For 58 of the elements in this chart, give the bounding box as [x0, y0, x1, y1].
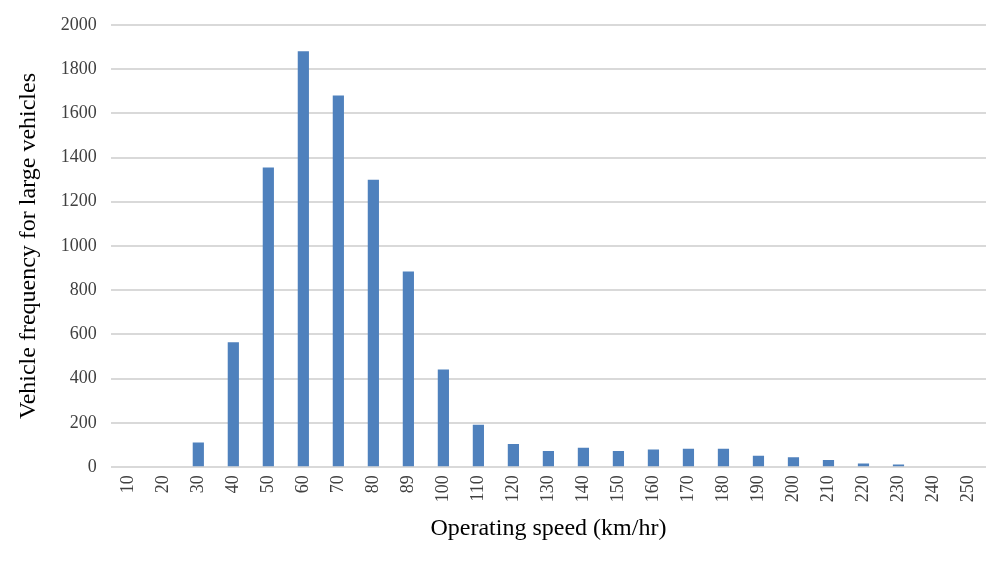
y-tick-label: 600 — [69, 323, 97, 344]
x-tick-label: 220 — [852, 475, 873, 503]
bar — [787, 457, 800, 467]
x-tick-label: 130 — [537, 475, 558, 503]
bar — [262, 167, 274, 467]
x-tick-label: 230 — [887, 475, 908, 503]
x-tick-label: 190 — [747, 475, 768, 503]
y-axis-title: Vehicle frequency for large vehicles — [13, 72, 40, 420]
x-tick-label: 40 — [222, 475, 243, 494]
bar — [332, 95, 344, 467]
bar — [472, 424, 484, 467]
x-tick-label: 250 — [957, 475, 978, 503]
y-tick-label: 2000 — [60, 13, 97, 34]
bar — [717, 448, 730, 467]
y-tick-label: 1600 — [60, 102, 97, 123]
x-tick-label: 30 — [187, 475, 208, 494]
bar — [752, 455, 765, 467]
x-tick-label: 200 — [782, 475, 803, 503]
x-tick-label: 150 — [607, 475, 628, 503]
y-tick-label: 200 — [69, 411, 97, 432]
bar — [402, 271, 414, 467]
y-tick-label: 800 — [69, 278, 97, 299]
bar — [822, 459, 835, 467]
y-tick-label: 1200 — [60, 190, 97, 211]
y-tick-label: 1000 — [60, 234, 97, 255]
x-tick-label: 240 — [922, 475, 943, 503]
y-tick-label: 0 — [87, 455, 97, 476]
bar — [577, 447, 590, 467]
x-tick-label: 110 — [467, 475, 488, 502]
bar — [367, 179, 379, 467]
x-tick-label: 160 — [642, 475, 663, 503]
x-axis-title: Operating speed (km/hr) — [430, 513, 667, 540]
bar — [192, 442, 204, 467]
x-tick-label: 210 — [817, 475, 838, 503]
bar — [682, 448, 695, 467]
x-tick-label: 50 — [257, 475, 278, 494]
x-tick-label: 140 — [572, 475, 593, 503]
bar — [297, 51, 309, 467]
bar — [227, 342, 239, 467]
bar — [542, 451, 554, 467]
x-tick-label: 120 — [502, 475, 523, 503]
bar — [437, 369, 449, 467]
x-tick-label: 20 — [152, 475, 173, 494]
bar — [857, 463, 870, 467]
x-tick-label: 10 — [117, 475, 138, 494]
x-tick-label: 60 — [292, 475, 313, 494]
x-tick-label: 170 — [677, 475, 698, 503]
bar — [612, 451, 625, 467]
x-tick-label: 100 — [432, 475, 453, 503]
x-tick-label: 180 — [712, 475, 733, 503]
x-tick-label: 70 — [327, 475, 348, 494]
y-tick-label: 400 — [69, 367, 97, 388]
bar — [647, 449, 660, 467]
x-tick-label: 89 — [397, 475, 418, 494]
y-tick-label: 1400 — [60, 146, 97, 167]
y-tick-label: 1800 — [60, 57, 97, 78]
x-tick-label: 80 — [362, 475, 383, 494]
bar — [507, 443, 519, 467]
